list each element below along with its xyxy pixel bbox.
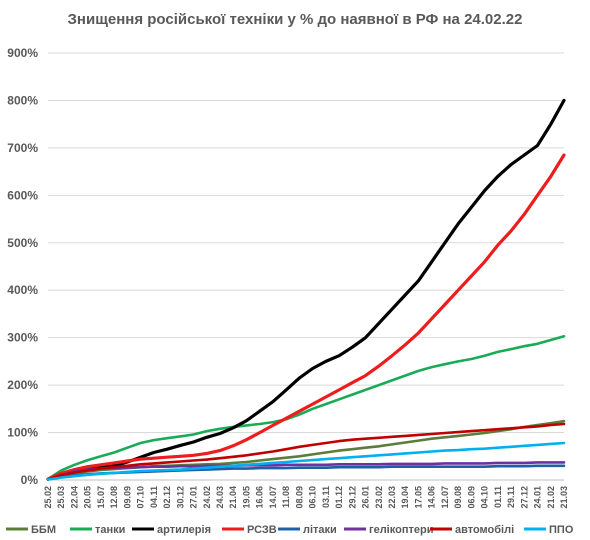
x-tick-label: 04.11	[149, 486, 159, 508]
legend-label: танки	[95, 524, 125, 536]
legend-label: артилерія	[157, 524, 211, 536]
x-tick-label: 27.01	[189, 486, 199, 509]
x-tick-label: 06.10	[308, 486, 318, 509]
x-tick-label: 21.04	[228, 486, 238, 509]
x-tick-label: 06.09	[466, 486, 476, 509]
series-line	[46, 422, 566, 481]
x-tick-label: 04.10	[480, 486, 490, 509]
x-tick-label: 12.07	[440, 486, 450, 509]
x-tick-label: 08.09	[294, 486, 304, 509]
x-tick-label: 23.02	[374, 486, 384, 509]
x-tick-label: 14.06	[427, 486, 437, 509]
y-tick-label: 800%	[7, 93, 38, 107]
x-tick-label: 17.05	[413, 486, 423, 509]
x-tick-label: 19.04	[400, 486, 410, 509]
x-tick-label: 22.03	[387, 486, 397, 509]
x-tick-label: 12.08	[109, 486, 119, 509]
legend-label: РСЗВ	[247, 524, 277, 536]
x-tick-label: 15.07	[96, 486, 106, 509]
y-tick-label: 600%	[7, 188, 38, 202]
x-tick-label: 21.02	[546, 486, 556, 509]
x-tick-label: 09.09	[122, 486, 132, 509]
x-tick-label: 09.08	[453, 486, 463, 509]
y-tick-label: 100%	[7, 426, 38, 440]
legend-label: гелікоптери	[369, 524, 433, 536]
legend-label: автомобілі	[455, 524, 514, 536]
x-tick-label: 11.08	[281, 486, 291, 508]
x-tick-label: 07.10	[136, 486, 146, 509]
x-tick-label: 24.03	[215, 486, 225, 509]
x-tick-label: 24.02	[202, 486, 212, 509]
series-line	[46, 461, 566, 481]
x-tick-label: 21.03	[559, 486, 569, 509]
series-lines	[46, 98, 566, 481]
x-tick-label: 03.11	[321, 486, 331, 508]
x-tick-label: 25.03	[56, 486, 66, 509]
x-tick-label: 19.05	[241, 486, 251, 509]
x-tick-label: 16.06	[255, 486, 265, 509]
x-tick-label: 02.12	[162, 486, 172, 509]
legend-label: ББМ	[31, 524, 56, 536]
y-tick-label: 700%	[7, 141, 38, 155]
series-line	[46, 334, 566, 481]
y-tick-label: 200%	[7, 378, 38, 392]
y-tick-label: 400%	[7, 283, 38, 297]
x-tick-label: 29.12	[347, 486, 357, 509]
x-tick-label: 29.11	[506, 486, 516, 508]
x-tick-label: 01.12	[334, 486, 344, 509]
gridlines	[48, 52, 564, 481]
x-tick-label: 01.11	[493, 486, 503, 508]
legend-label: літаки	[303, 524, 337, 536]
y-tick-label: 0%	[21, 473, 39, 487]
legend: ББМ танки артилерія РСЗВ літаки гелікоптери ав…	[6, 524, 574, 536]
y-tick-label: 500%	[7, 236, 38, 250]
chart-title: Знищення російської техніки у % до наявн…	[68, 11, 523, 28]
x-tick-label: 22.04	[69, 486, 79, 509]
legend-label: ППО	[549, 524, 574, 536]
x-tick-label: 26.01	[361, 486, 371, 509]
x-tick-label: 27.12	[519, 486, 529, 509]
y-tick-label: 900%	[7, 46, 38, 60]
x-tick-label: 30.12	[175, 486, 185, 509]
y-tick-label: 300%	[7, 331, 38, 345]
x-tick-label: 20.05	[83, 486, 93, 509]
series-line	[46, 441, 566, 481]
x-axis-ticks: 25.02 25.03 22.04 20.05 15.07 12.08 09.09 07.10…	[43, 486, 569, 509]
x-tick-label: 25.02	[43, 486, 53, 509]
x-tick-label: 24.01	[533, 486, 543, 509]
y-axis-ticks: 0% 100% 200% 300% 400% 500% 600% 700% 800% 900%	[7, 46, 38, 487]
series-line	[46, 153, 566, 481]
x-tick-label: 14.07	[268, 486, 278, 509]
